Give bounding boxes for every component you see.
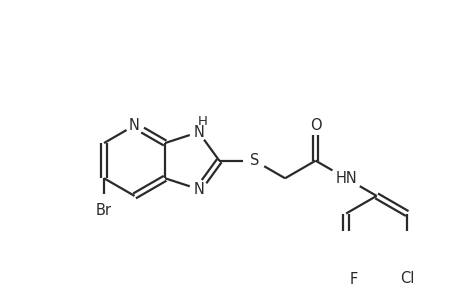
Text: N: N [193,182,204,197]
Text: F: F [349,272,358,287]
Text: N: N [193,125,204,140]
Text: Br: Br [96,203,112,218]
Text: Cl: Cl [399,271,414,286]
Text: S: S [249,153,259,168]
Text: N: N [129,118,140,133]
Text: H: H [197,116,207,128]
Text: O: O [309,118,321,133]
Text: HN: HN [335,171,356,186]
